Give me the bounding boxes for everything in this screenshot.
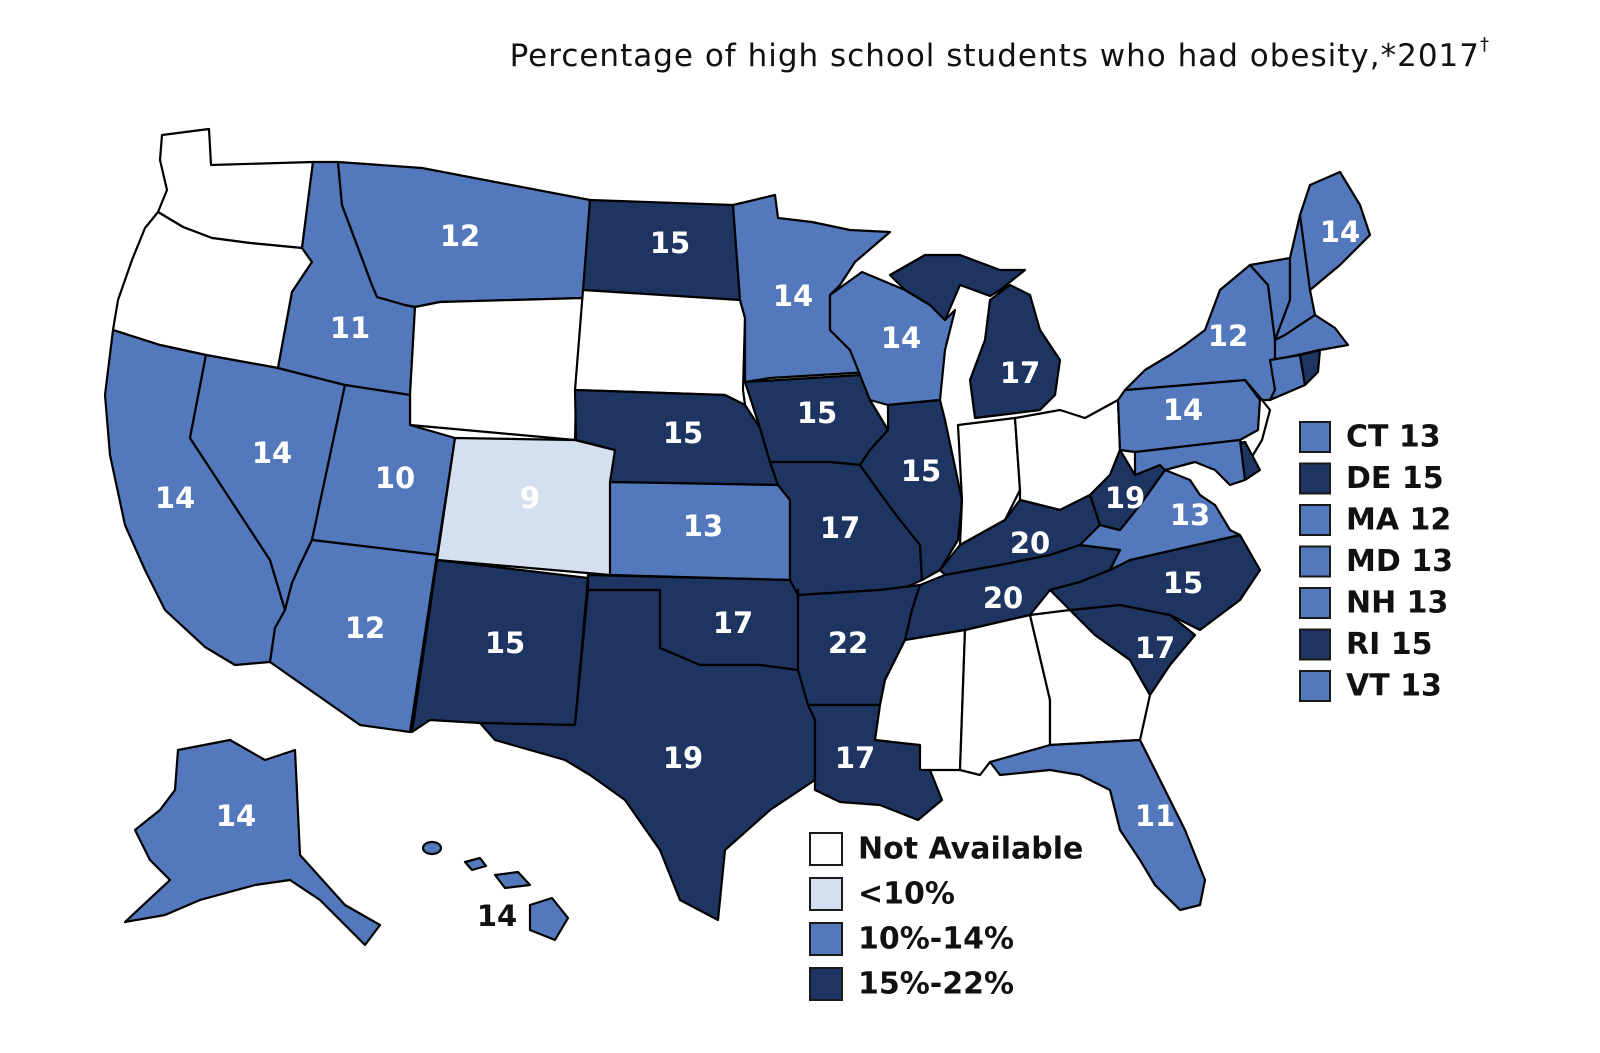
state-value-hi: 14 <box>477 899 517 933</box>
small-state-swatch-md <box>1299 545 1331 578</box>
state-value-nc: 15 <box>1163 566 1203 600</box>
state-ny <box>1123 263 1277 402</box>
state-value-id: 11 <box>330 311 370 345</box>
state-wy <box>408 296 585 442</box>
state-value-va: 13 <box>1170 498 1210 532</box>
state-md <box>1133 438 1247 487</box>
small-states-list: CT 13 DE 15 MA 12 MD 13 NH 13 RI 15 VT 13 <box>1299 420 1453 704</box>
state-tx <box>478 588 817 922</box>
state-mi <box>888 253 1062 420</box>
state-value-ok: 17 <box>713 606 753 640</box>
small-state-swatch-de <box>1299 462 1331 495</box>
legend-label-3: 15%-22% <box>858 967 1014 1002</box>
state-nc <box>1048 533 1262 632</box>
state-hi <box>421 840 570 942</box>
legend-swatch-3 <box>809 967 843 1001</box>
state-value-ks: 13 <box>683 509 723 543</box>
small-state-swatch-ct <box>1299 421 1331 453</box>
state-value-mn: 14 <box>773 279 813 313</box>
state-ri <box>1298 348 1322 387</box>
legend-label-1: <10% <box>858 877 955 912</box>
state-value-mo: 17 <box>820 511 860 545</box>
state-value-ca: 14 <box>155 481 195 515</box>
state-ct <box>1268 353 1307 402</box>
state-il <box>858 398 964 582</box>
state-ak <box>123 738 382 947</box>
state-value-ne: 15 <box>663 416 703 450</box>
small-state-value-ct: CT 13 <box>1346 420 1441 455</box>
state-value-ut: 10 <box>375 461 415 495</box>
small-state-swatch-nh <box>1299 587 1331 619</box>
state-value-az: 12 <box>345 611 385 645</box>
map-title-text: Percentage of high school students who h… <box>509 38 1480 74</box>
small-state-value-vt: VT 13 <box>1346 669 1442 704</box>
state-value-tx: 19 <box>663 741 703 775</box>
state-value-ar: 22 <box>828 626 868 660</box>
small-state-swatch-ma <box>1299 504 1331 536</box>
state-value-me: 14 <box>1320 215 1360 249</box>
labels-layer: 14 14 11 12 10 12 9 15 15 15 13 17 19 14 15 17 22 17 14 15 1… <box>155 215 1360 933</box>
state-az <box>268 538 439 734</box>
legend-label-2: 10%-14% <box>858 922 1014 957</box>
state-value-ak: 14 <box>216 799 256 833</box>
state-value-nd: 15 <box>650 226 690 260</box>
state-value-il: 15 <box>901 454 941 488</box>
state-value-tn: 20 <box>983 581 1023 615</box>
legend-swatch-0 <box>809 832 843 866</box>
title-dagger: † <box>1480 34 1490 55</box>
legend-label-0: Not Available <box>858 832 1083 867</box>
state-fl <box>988 738 1207 912</box>
state-value-ny: 12 <box>1208 319 1248 353</box>
small-state-value-nh: NH 13 <box>1346 586 1448 621</box>
small-state-swatch-vt <box>1299 670 1331 702</box>
state-value-wv: 19 <box>1105 481 1145 515</box>
state-value-la: 17 <box>835 741 875 775</box>
states-layer <box>103 127 1372 947</box>
state-value-sc: 17 <box>1135 631 1175 665</box>
legend-swatch-2 <box>809 922 843 956</box>
small-state-swatch-ri <box>1299 628 1331 661</box>
state-value-co: 9 <box>520 481 540 515</box>
state-sd <box>573 288 747 407</box>
legend-swatch-1 <box>809 877 843 911</box>
state-value-nm: 15 <box>485 626 525 660</box>
state-value-wi: 14 <box>881 321 921 355</box>
state-value-nv: 14 <box>252 436 292 470</box>
state-value-mi: 17 <box>1000 356 1040 390</box>
small-state-value-de: DE 15 <box>1346 461 1444 496</box>
state-value-ky: 20 <box>1010 526 1050 560</box>
state-value-ia: 15 <box>797 396 837 430</box>
small-state-value-ri: RI 15 <box>1346 627 1432 662</box>
small-state-value-md: MD 13 <box>1346 544 1453 579</box>
small-state-value-ma: MA 12 <box>1346 503 1451 538</box>
map-title: Percentage of high school students who h… <box>0 34 1490 74</box>
map-legend: Not Available <10% 10%-14% 15%-22% <box>809 832 1083 1002</box>
state-value-fl: 11 <box>1135 799 1175 833</box>
state-value-mt: 12 <box>440 219 480 253</box>
state-value-pa: 14 <box>1163 393 1203 427</box>
